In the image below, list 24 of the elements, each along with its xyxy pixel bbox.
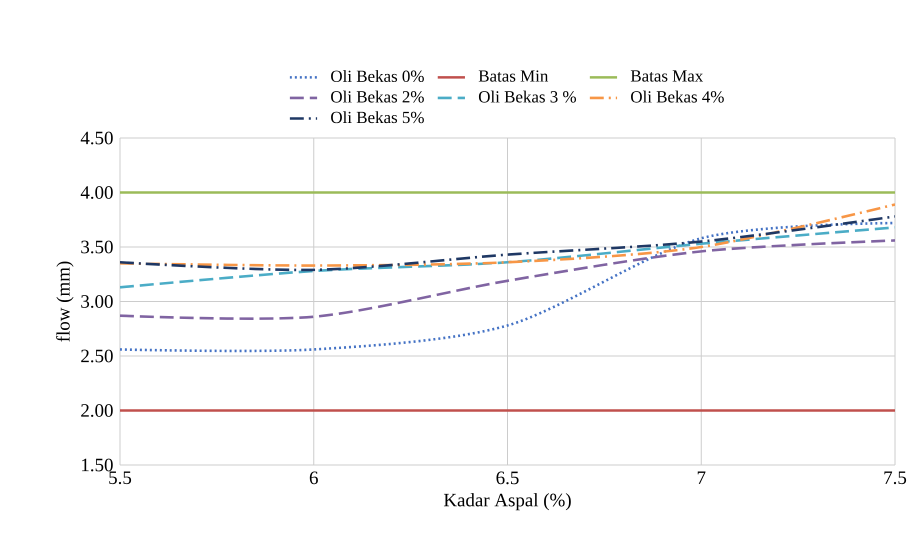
legend-label: Oli Bekas 5% (331, 111, 424, 124)
x-axis-title: Kadar Aspal (%) (444, 493, 571, 510)
legend-label: Oli Bekas 4% (631, 90, 724, 103)
y-tick-label: 3.00 (81, 295, 113, 308)
y-tick-label: 4.50 (80, 132, 113, 144)
y-tick-label: 1.50 (82, 458, 113, 472)
legend-label: Oli Bekas 0% (331, 70, 424, 82)
x-tick-label: 7 (698, 472, 706, 484)
y-tick-label: 2.50 (81, 350, 113, 362)
y-tick-label: 2.00 (81, 404, 113, 417)
legend-label: Oli Bekas 2% (331, 90, 424, 103)
x-tick-label: 6.5 (496, 472, 519, 484)
x-tick-label: 7.5 (884, 472, 906, 484)
y-tick-label: 4.00 (80, 186, 113, 199)
line-series (120, 215, 896, 272)
legend-label: Batas Min (478, 70, 548, 82)
y-tick-label: 3.50 (81, 240, 113, 254)
line-series (120, 226, 896, 289)
x-tick-label: 5.5 (109, 472, 132, 484)
legend-label: Oli Bekas 3 % (478, 90, 576, 103)
y-axis-title: flow (mm) (56, 262, 74, 342)
line-series (120, 203, 896, 267)
x-tick-label: 6 (310, 472, 318, 484)
legend-label: Batas Max (630, 70, 704, 82)
